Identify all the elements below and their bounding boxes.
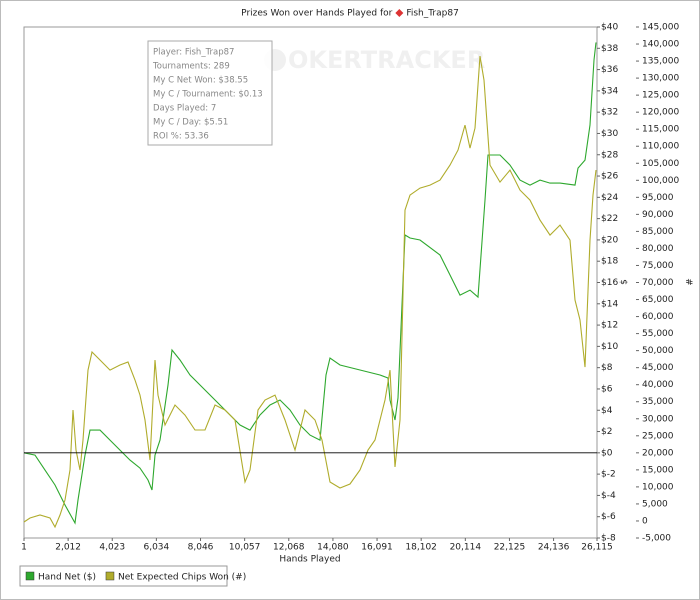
y2-tick-label: 55,000 bbox=[642, 329, 674, 339]
x-tick-label: 2,012 bbox=[55, 543, 81, 553]
x-tick-label: 16,091 bbox=[361, 543, 393, 553]
watermark: OKERTRACKER bbox=[264, 46, 485, 74]
info-box: Player: Fish_Trap87 Tournaments: 289 My C … bbox=[147, 40, 273, 146]
plot bbox=[23, 42, 597, 529]
y-tick-label: $26 bbox=[601, 172, 618, 182]
y2-tick-label: 35,000 bbox=[642, 397, 674, 407]
y2-axis-title: # bbox=[686, 278, 696, 286]
info-line: ROI %: 53.36 bbox=[153, 132, 209, 142]
y-axis-title: $ bbox=[620, 279, 630, 285]
y2-tick-label: 140,000 bbox=[642, 40, 679, 50]
y2-tick-label: 95,000 bbox=[642, 193, 674, 203]
player-icon bbox=[395, 9, 404, 17]
x-tick-label: 22,125 bbox=[494, 543, 526, 553]
x-tick-label: 24,136 bbox=[538, 543, 570, 553]
legend-label: Net Expected Chips Won (#) bbox=[118, 573, 246, 583]
x-tick-label: 6,034 bbox=[143, 543, 169, 553]
x-tick-label: 8,046 bbox=[188, 543, 214, 553]
y-tick-label: $-6 bbox=[601, 512, 616, 522]
x-tick-label: 10,057 bbox=[229, 543, 261, 553]
y2-tick-label: 130,000 bbox=[642, 74, 679, 84]
info-line: Days Played: 7 bbox=[153, 104, 216, 114]
watermark-text: OKERTRACKER bbox=[288, 46, 485, 74]
legend-swatch bbox=[25, 571, 35, 581]
y-tick-label: $30 bbox=[601, 129, 618, 139]
y-tick-label: $18 bbox=[601, 257, 618, 267]
x-tick-label: 20,114 bbox=[450, 543, 482, 553]
y-tick-label: $20 bbox=[601, 235, 618, 245]
y2-tick-label: 135,000 bbox=[642, 57, 679, 67]
y2-tick-label: 80,000 bbox=[642, 244, 674, 254]
y2-tick-label: -5,000 bbox=[642, 534, 671, 544]
y2-tick-label: 60,000 bbox=[642, 312, 674, 322]
y-tick-label: $-4 bbox=[601, 491, 616, 501]
y-tick-label: $-2 bbox=[601, 470, 616, 480]
y2-tick-label: 45,000 bbox=[642, 363, 674, 373]
y-tick-label: $14 bbox=[601, 299, 618, 309]
x-axis-title: Hands Played bbox=[279, 555, 340, 565]
y2-tick-label: 0 bbox=[642, 516, 648, 526]
y-tick-label: $24 bbox=[601, 193, 618, 203]
y2-tick-label: 70,000 bbox=[642, 278, 674, 288]
y-tick-label: $6 bbox=[601, 384, 613, 394]
y2-tick-label: 90,000 bbox=[642, 210, 674, 220]
y2-tick-label: 50,000 bbox=[642, 346, 674, 356]
player-name: Fish_Trap87 bbox=[406, 9, 458, 19]
y-tick-label: $34 bbox=[601, 86, 618, 96]
legend bbox=[19, 565, 228, 587]
legend-label: Hand Net ($) bbox=[38, 573, 96, 583]
y2-tick-label: 30,000 bbox=[642, 414, 674, 424]
y2-tick-label: 40,000 bbox=[642, 380, 674, 390]
info-line: My C / Day: $5.51 bbox=[153, 118, 228, 128]
y2-tick-label: 105,000 bbox=[642, 159, 679, 169]
legend-swatch bbox=[105, 571, 115, 581]
y-tick-label: $16 bbox=[601, 278, 618, 288]
x-tick-label: 26,115 bbox=[581, 543, 613, 553]
y2-tick-label: 100,000 bbox=[642, 176, 679, 186]
y-tick-label: $10 bbox=[601, 342, 618, 352]
y2-tick-label: 20,000 bbox=[642, 448, 674, 458]
series-line bbox=[23, 42, 597, 525]
info-line: Tournaments: 289 bbox=[152, 62, 230, 72]
y-tick-label: $36 bbox=[601, 65, 618, 75]
y2-tick-label: 145,000 bbox=[642, 23, 679, 33]
y-tick-label: $0 bbox=[601, 448, 613, 458]
info-line: Player: Fish_Trap87 bbox=[153, 48, 234, 58]
y2-tick-label: 65,000 bbox=[642, 295, 674, 305]
x-tick-label: 12,068 bbox=[273, 543, 305, 553]
y-tick-label: $2 bbox=[601, 427, 612, 437]
y2-tick-label: 10,000 bbox=[642, 482, 674, 492]
info-line: My C / Tournament: $0.13 bbox=[153, 90, 263, 100]
info-line: My C Net Won: $38.55 bbox=[153, 76, 248, 86]
series-line bbox=[23, 56, 597, 529]
y2-tick-label: 115,000 bbox=[642, 125, 679, 135]
chart-title: Prizes Won over Hands Played for bbox=[241, 9, 392, 19]
y-tick-label: $40 bbox=[601, 23, 618, 33]
x-tick-label: 18,102 bbox=[405, 543, 437, 553]
y-tick-label: $4 bbox=[601, 406, 613, 416]
y-tick-label: $8 bbox=[601, 363, 613, 373]
plot-area bbox=[23, 26, 598, 539]
y2-tick-label: 15,000 bbox=[642, 465, 674, 475]
y-tick-label: $28 bbox=[601, 150, 618, 160]
y2-tick-label: 120,000 bbox=[642, 108, 679, 118]
y2-tick-label: 125,000 bbox=[642, 91, 679, 101]
y-tick-label: $22 bbox=[601, 214, 618, 224]
y-tick-label: $38 bbox=[601, 44, 618, 54]
x-tick-label: 4,023 bbox=[99, 543, 125, 553]
y2-tick-label: 85,000 bbox=[642, 227, 674, 237]
info-box-frame bbox=[147, 40, 273, 146]
y-tick-label: $32 bbox=[601, 108, 618, 118]
y-tick-label: $12 bbox=[601, 321, 618, 331]
y2-tick-label: 5,000 bbox=[642, 499, 668, 509]
y2-tick-label: 75,000 bbox=[642, 261, 674, 271]
y-tick-label: $-8 bbox=[601, 534, 616, 544]
y2-tick-label: 110,000 bbox=[642, 142, 679, 152]
x-tick-label: 14,080 bbox=[317, 543, 349, 553]
x-tick-label: 1 bbox=[21, 543, 27, 553]
y2-tick-label: 25,000 bbox=[642, 431, 674, 441]
